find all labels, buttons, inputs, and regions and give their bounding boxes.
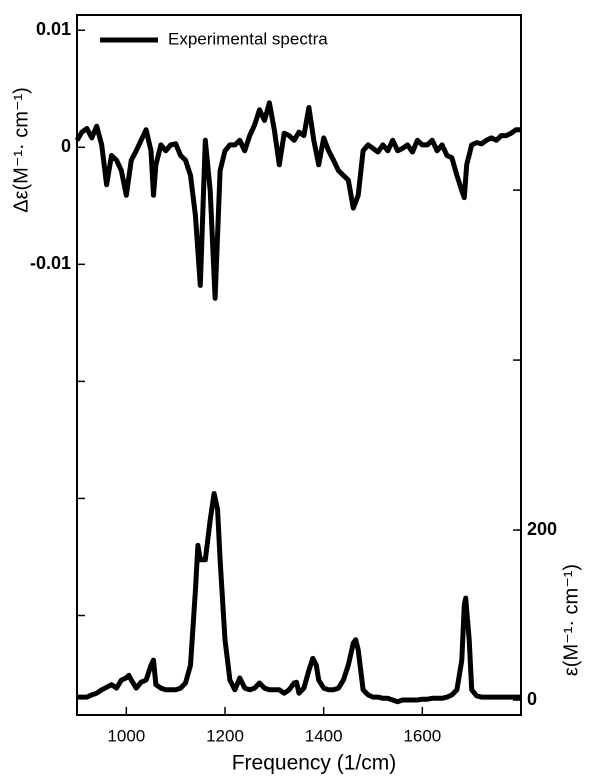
y2-tick-label: 0 [527, 689, 537, 709]
x-tick-label: 1600 [403, 726, 441, 745]
y-axis-label: Δε(M⁻¹· cm⁻¹) [10, 87, 32, 213]
plot-frame [76, 14, 522, 716]
legend-label: Experimental spectra [168, 29, 328, 48]
x-tick-label: 1200 [206, 726, 244, 745]
x-axis-label: Frequency (1/cm) [232, 752, 397, 775]
x-tick-label: 1400 [305, 726, 343, 745]
line-series [74, 100, 521, 301]
y-tick-label: 0.01 [36, 19, 71, 39]
y2-axis-label: ε(M⁻¹· cm⁻¹) [560, 564, 582, 676]
y-tick-label: 0 [61, 136, 71, 156]
y-tick-label: -0.01 [30, 253, 71, 273]
y2-tick-label: 200 [527, 519, 557, 539]
x-tick-label: 1000 [107, 726, 145, 745]
line-series [77, 491, 521, 705]
